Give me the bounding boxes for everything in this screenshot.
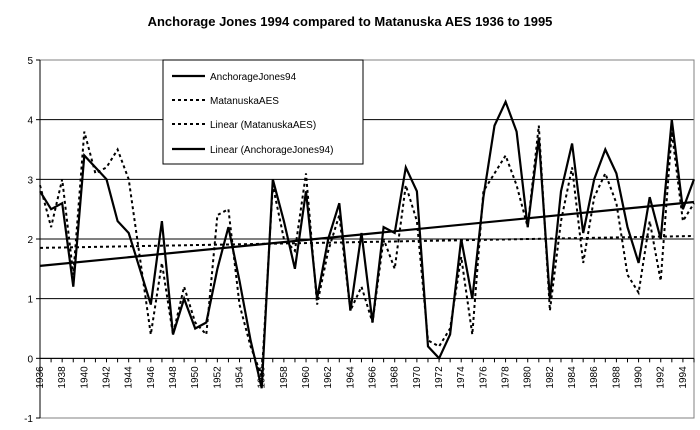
series-line-linear-matanuskaaes bbox=[39, 235, 695, 249]
series-line-linear-anchoragejones94 bbox=[39, 200, 695, 267]
gridlines bbox=[40, 119, 694, 359]
x-tick-label: 1948 bbox=[168, 366, 179, 389]
x-tick-label: 1936 bbox=[35, 366, 46, 389]
x-tick-label: 1960 bbox=[301, 366, 312, 389]
x-tick-label: 1984 bbox=[567, 366, 578, 389]
x-tick-label: 1962 bbox=[323, 366, 334, 389]
x-tick-label: 1970 bbox=[412, 366, 423, 389]
x-tick-label: 1966 bbox=[368, 366, 379, 389]
x-tick-label: 1982 bbox=[545, 366, 556, 389]
x-tick-label: 1980 bbox=[523, 366, 534, 389]
y-tick-label: 5 bbox=[27, 56, 33, 67]
y-tick-label: 2 bbox=[27, 235, 33, 246]
y-tick-label: 1 bbox=[27, 295, 33, 306]
x-tick-label: 1978 bbox=[501, 366, 512, 389]
x-tick-label: 1988 bbox=[611, 366, 622, 389]
series-line-matanuskaaes bbox=[39, 125, 695, 377]
x-tick-label: 1994 bbox=[678, 366, 689, 389]
x-axis: 1936 1938 1940 1942 1944 1946 1948 1950 1952 1954… bbox=[35, 357, 695, 389]
legend-label-anchoragejones94: AnchorageJones94 bbox=[210, 72, 297, 83]
x-tick-label: 1942 bbox=[102, 366, 113, 389]
legend-label-linear-anchoragejones94: Linear (AnchorageJones94) bbox=[210, 145, 333, 156]
x-tick-label: 1950 bbox=[190, 366, 201, 389]
x-tick-label: 1952 bbox=[212, 366, 223, 389]
legend-label-matanuskaaes: MatanuskaAES bbox=[210, 96, 279, 107]
x-tick-label: 1938 bbox=[57, 366, 68, 389]
x-tick-label: 1944 bbox=[124, 366, 135, 389]
x-tick-label: 1986 bbox=[589, 366, 600, 389]
legend-box bbox=[162, 59, 364, 165]
legend: AnchorageJones94 MatanuskaAES Linear (Ma… bbox=[162, 59, 364, 165]
x-tick-label: 1992 bbox=[656, 366, 667, 389]
chart-title: Anchorage Jones 1994 compared to Matanus… bbox=[148, 14, 553, 29]
series-line-anchoragejones94 bbox=[39, 98, 696, 389]
x-tick-label: 1968 bbox=[390, 366, 401, 389]
x-tick-label: 1958 bbox=[279, 366, 290, 389]
x-tick-label: 1940 bbox=[79, 366, 90, 389]
x-tick-label: 1946 bbox=[146, 366, 157, 389]
series-group bbox=[39, 98, 696, 389]
x-tick-label: 1954 bbox=[235, 366, 246, 389]
x-tick-label: 1974 bbox=[456, 366, 467, 389]
x-tick-label: 1972 bbox=[434, 366, 445, 389]
x-tick-label: 1964 bbox=[345, 366, 356, 389]
x-tick-label: 1990 bbox=[634, 366, 645, 389]
y-tick-label: 3 bbox=[27, 175, 33, 186]
y-tick-label: -1 bbox=[24, 414, 33, 425]
legend-label-linear-matanuskaaes: Linear (MatanuskaAES) bbox=[210, 120, 316, 131]
x-tick-label: 1976 bbox=[478, 366, 489, 389]
y-tick-label: 4 bbox=[27, 116, 33, 127]
y-tick-label: 0 bbox=[27, 354, 33, 365]
